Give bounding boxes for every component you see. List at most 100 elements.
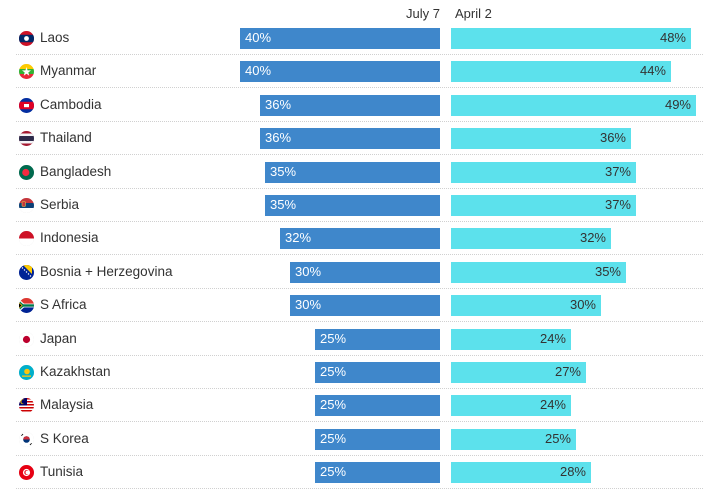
data-label-july: 35% xyxy=(270,163,297,179)
chart-row-kazakhstan: Kazakhstan 25% 27% xyxy=(0,356,715,389)
bosnia-herzegovina-flag-icon xyxy=(19,264,34,280)
data-label-july: 36% xyxy=(265,96,292,112)
bar-april-tunisia: 28% xyxy=(451,462,591,484)
data-label-july: 30% xyxy=(295,263,322,279)
bar-april-malaysia: 24% xyxy=(451,395,571,417)
category-label: Myanmar xyxy=(40,63,97,79)
chart-row-myanmar: Myanmar 40% 44% xyxy=(0,55,715,89)
category-label: S Korea xyxy=(40,430,89,446)
data-label-july: 25% xyxy=(320,464,347,480)
data-label-april: 28% xyxy=(559,464,586,480)
category-label: Cambodia xyxy=(40,96,102,112)
chart-row-tunisia: Tunisia 25% 28% xyxy=(0,456,715,490)
bar-april-s-korea: 25% xyxy=(451,428,576,450)
data-label-april: 49% xyxy=(664,96,691,112)
chart-row-thailand: Thailand 36% 36% xyxy=(0,122,715,156)
category-label: Tunisia xyxy=(40,464,84,480)
category-label: Bosnia + Herzegovina xyxy=(40,263,173,279)
bar-july-indonesia: 32% xyxy=(280,228,440,250)
data-label-july: 30% xyxy=(295,297,322,313)
bar-july-bosnia-herzegovina: 30% xyxy=(290,261,440,283)
data-label-july: 36% xyxy=(265,130,292,146)
chart-row-malaysia: Malaysia 25% 24% xyxy=(0,389,715,423)
kazakhstan-flag-icon xyxy=(19,365,34,380)
bar-july-serbia: 35% xyxy=(265,195,440,216)
row-separator xyxy=(16,454,703,456)
category-label: Malaysia xyxy=(40,397,94,413)
data-label-april: 48% xyxy=(659,30,686,45)
data-label-april: 32% xyxy=(579,230,606,246)
chart-row-s-korea: S Korea 25% 25% xyxy=(0,423,715,456)
row-separator xyxy=(16,321,703,323)
chart-row-laos: Laos 40% 48% xyxy=(0,22,715,55)
data-label-april: 24% xyxy=(539,397,566,413)
data-label-july: 25% xyxy=(320,430,347,446)
bangladesh-flag-icon xyxy=(19,164,34,180)
category-label: Japan xyxy=(40,330,77,346)
data-label-april: 37% xyxy=(604,197,631,212)
serbia-flag-icon xyxy=(19,198,34,213)
bar-april-s-africa: 30% xyxy=(451,295,601,317)
chart-row-indonesia: Indonesia 32% 32% xyxy=(0,222,715,256)
data-label-april: 24% xyxy=(539,330,566,346)
category-label: S Africa xyxy=(40,297,87,313)
cambodia-flag-icon xyxy=(19,97,34,113)
bar-april-kazakhstan: 27% xyxy=(451,362,586,383)
row-separator xyxy=(16,388,703,389)
bar-july-bangladesh: 35% xyxy=(265,161,440,183)
bar-april-bangladesh: 37% xyxy=(451,161,636,183)
bar-april-serbia: 37% xyxy=(451,195,636,216)
data-label-april: 44% xyxy=(639,63,666,79)
data-label-april: 35% xyxy=(594,263,621,279)
chart-row-s-africa: S Africa 30% 30% xyxy=(0,289,715,323)
data-label-july: 25% xyxy=(320,397,347,413)
category-label: Thailand xyxy=(40,130,92,146)
bar-april-japan: 24% xyxy=(451,328,571,350)
row-separator xyxy=(16,488,703,490)
row-separator xyxy=(16,54,703,55)
row-separator xyxy=(16,187,703,189)
bar-april-laos: 48% xyxy=(451,28,691,49)
bar-july-thailand: 36% xyxy=(260,128,440,150)
malaysia-flag-icon xyxy=(19,398,34,414)
south-africa-flag-icon xyxy=(19,298,34,314)
category-label: Kazakhstan xyxy=(40,364,111,379)
row-separator xyxy=(16,421,703,423)
chart-row-bosnia-herzegovina: Bosnia + Herzegovina 30% 35% xyxy=(0,256,715,289)
row-separator xyxy=(16,254,703,256)
row-separator xyxy=(16,354,703,356)
data-label-april: 36% xyxy=(599,130,626,146)
data-label-july: 25% xyxy=(320,330,347,346)
myanmar-flag-icon xyxy=(19,64,34,80)
bar-july-malaysia: 25% xyxy=(315,395,440,417)
data-label-april: 37% xyxy=(604,163,631,179)
category-label: Laos xyxy=(40,30,70,45)
bar-july-myanmar: 40% xyxy=(240,61,440,83)
row-separator xyxy=(16,87,703,89)
thailand-flag-icon xyxy=(19,131,34,147)
data-label-july: 25% xyxy=(320,364,347,379)
row-separator xyxy=(16,154,703,156)
south-korea-flag-icon xyxy=(19,431,34,447)
bar-april-thailand: 36% xyxy=(451,128,631,150)
tunisia-flag-icon xyxy=(19,465,34,481)
chart-row-bangladesh: Bangladesh 35% 37% xyxy=(0,156,715,189)
category-label: Indonesia xyxy=(40,230,99,246)
chart-row-japan: Japan 25% 24% xyxy=(0,323,715,356)
data-label-april: 27% xyxy=(554,364,581,379)
category-label: Serbia xyxy=(40,197,80,212)
row-separator xyxy=(16,287,703,289)
data-label-july: 40% xyxy=(245,63,272,79)
indonesia-flag-icon xyxy=(19,231,34,247)
bar-july-tunisia: 25% xyxy=(315,462,440,484)
series-header-july: July 7 xyxy=(406,6,440,21)
bar-april-cambodia: 49% xyxy=(451,94,696,116)
row-separator xyxy=(16,221,703,222)
bar-april-myanmar: 44% xyxy=(451,61,671,83)
data-label-april: 30% xyxy=(569,297,596,313)
chart-row-cambodia: Cambodia 36% 49% xyxy=(0,89,715,122)
bar-july-laos: 40% xyxy=(240,28,440,49)
japan-flag-icon xyxy=(19,331,34,347)
bar-april-bosnia-herzegovina: 35% xyxy=(451,261,626,283)
